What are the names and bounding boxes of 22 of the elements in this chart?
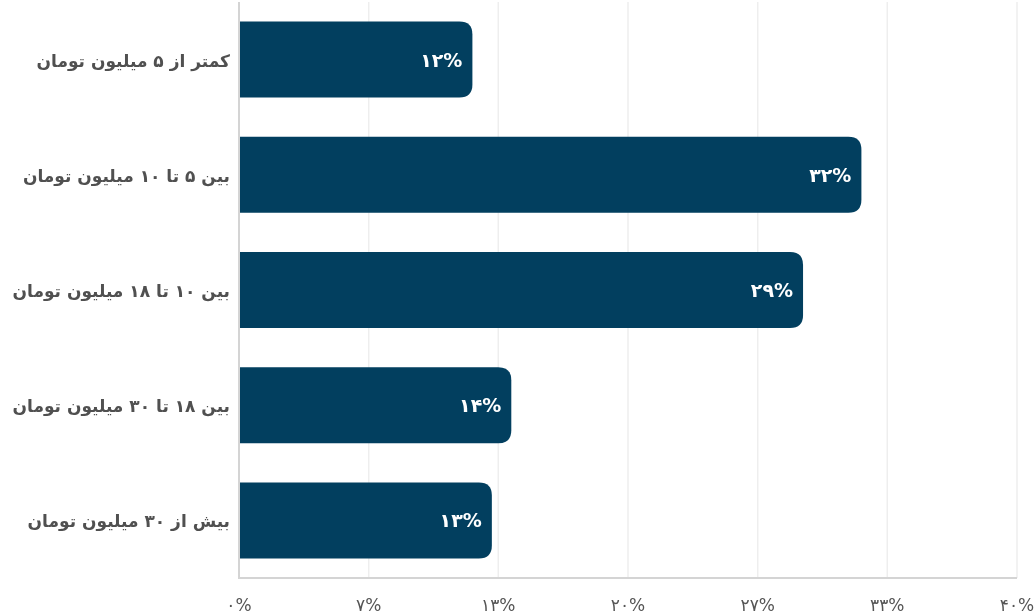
data-label: ۲۹%	[750, 279, 794, 301]
bar	[239, 136, 862, 213]
x-tick-label: ۲۰%	[610, 595, 646, 612]
data-label: ۱۲%	[420, 48, 463, 71]
bar	[239, 21, 473, 98]
x-tick-label: ۱۳%	[481, 595, 516, 612]
y-tick-label: بین ۱۸ تا ۳۰ میلیون تومان	[12, 396, 230, 418]
data-label: ۱۴%	[459, 394, 502, 417]
x-tick-label: ۴۰%	[999, 595, 1034, 612]
bar	[239, 367, 512, 444]
x-tick-label: ۲۷%	[740, 595, 775, 612]
y-tick-label: بیش از ۳۰ میلیون تومان	[27, 511, 230, 533]
x-tick-label: ۳۳%	[870, 595, 905, 612]
x-tick-label: ۷%	[356, 595, 382, 612]
bar	[239, 482, 492, 559]
y-tick-label: بین ۵ تا ۱۰ میلیون تومان	[22, 165, 230, 187]
data-label: ۳۲%	[809, 163, 852, 186]
y-tick-label: کمتر از ۵ میلیون تومان	[36, 50, 231, 72]
y-tick-label: بین ۱۰ تا ۱۸ میلیون تومان	[12, 281, 230, 302]
bar	[239, 251, 804, 329]
data-label: ۱۳%	[439, 509, 482, 532]
x-tick-label: ۰%	[226, 595, 252, 612]
